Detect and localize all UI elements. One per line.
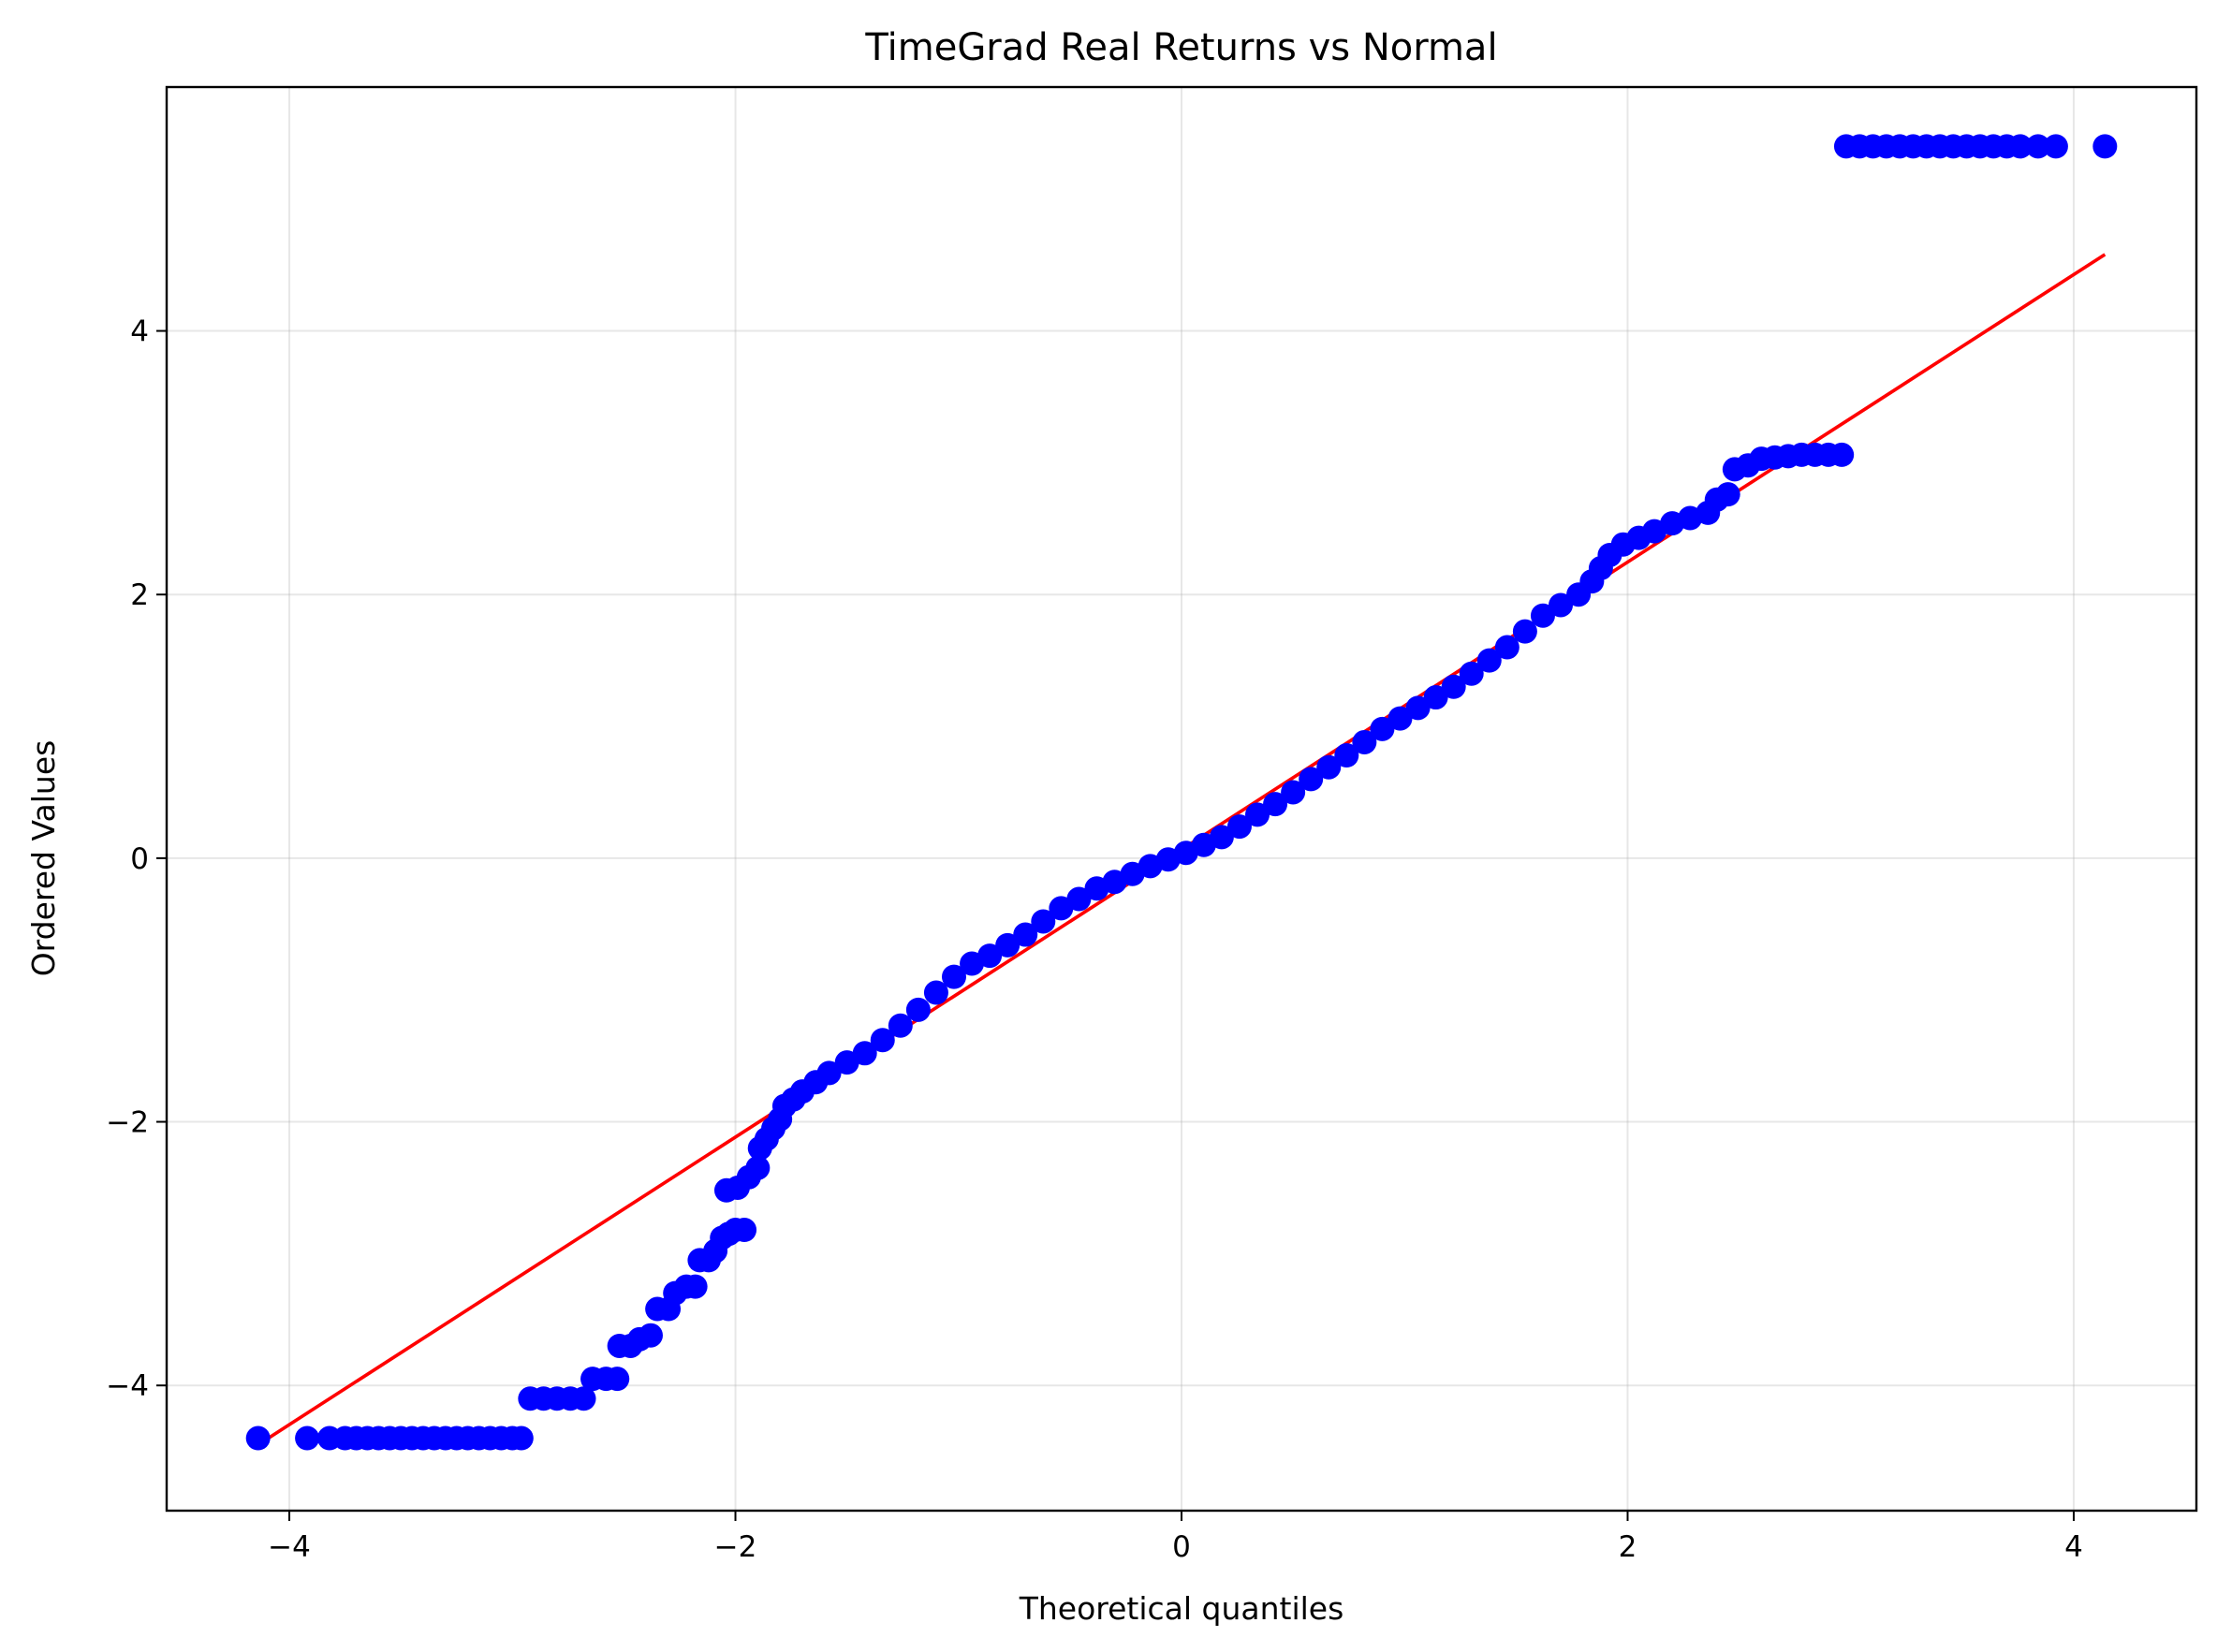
data-point <box>605 1367 630 1392</box>
data-point <box>1423 685 1448 710</box>
data-point <box>1549 592 1574 618</box>
x-tick-label: 4 <box>2064 1530 2083 1564</box>
data-point <box>1459 661 1484 686</box>
data-point <box>1441 674 1466 699</box>
data-point <box>245 1425 271 1451</box>
data-point <box>1512 619 1537 644</box>
data-point <box>1281 780 1306 805</box>
data-point <box>571 1386 596 1411</box>
grid-lines <box>167 87 2196 1511</box>
data-point <box>923 980 948 1005</box>
data-point <box>2025 134 2050 159</box>
chart-title: TimeGrad Real Returns vs Normal <box>864 26 1497 69</box>
data-point <box>941 964 966 989</box>
y-tick-label: 2 <box>130 578 149 612</box>
data-point <box>834 1050 859 1075</box>
data-point <box>2043 134 2068 159</box>
x-tick-label: 0 <box>1172 1530 1191 1564</box>
data-point <box>905 997 931 1022</box>
y-tick-label: 0 <box>130 842 149 876</box>
data-point <box>1299 767 1324 792</box>
data-point <box>1245 802 1270 827</box>
data-point <box>1263 792 1288 817</box>
data-point <box>1530 603 1555 628</box>
data-point <box>816 1060 842 1086</box>
data-point <box>638 1323 663 1348</box>
data-point <box>1209 825 1234 850</box>
y-tick-label: −2 <box>106 1106 149 1140</box>
data-point <box>1829 442 1855 467</box>
data-point <box>1405 695 1431 721</box>
data-point <box>1031 909 1056 934</box>
data-point <box>870 1028 895 1053</box>
data-point <box>1226 814 1252 840</box>
data-point <box>1013 922 1038 947</box>
data-point <box>1370 716 1395 741</box>
data-point <box>1066 886 1092 912</box>
data-point <box>1352 729 1377 754</box>
data-point <box>1387 706 1413 731</box>
x-tick-label: −2 <box>714 1530 757 1564</box>
data-point <box>683 1274 708 1299</box>
data-point <box>888 1013 913 1038</box>
data-points-layer <box>245 134 2118 1451</box>
y-tick-label: 4 <box>130 315 149 349</box>
data-point <box>745 1155 771 1180</box>
y-axis-label: Ordered Values <box>25 740 62 977</box>
data-point <box>1334 743 1359 768</box>
x-axis-label: Theoretical quantiles <box>1019 1590 1344 1627</box>
data-point <box>508 1425 534 1451</box>
data-point <box>295 1425 320 1451</box>
data-point <box>1316 754 1342 780</box>
data-point <box>2007 134 2033 159</box>
data-point <box>732 1218 757 1243</box>
data-point <box>1715 482 1740 507</box>
data-point <box>1476 648 1502 673</box>
data-point <box>1494 635 1520 660</box>
x-tick-label: 2 <box>1619 1530 1637 1564</box>
data-point <box>995 932 1020 958</box>
x-axis-ticks: −4 −2 0 2 4 <box>268 1511 2083 1564</box>
y-axis-ticks: −4 −2 0 2 4 <box>106 315 167 1403</box>
data-point <box>977 943 1003 969</box>
x-tick-label: −4 <box>268 1530 311 1564</box>
data-point <box>852 1041 877 1066</box>
y-tick-label: −4 <box>106 1369 149 1403</box>
data-point <box>2092 134 2118 159</box>
data-point <box>1049 896 1074 921</box>
